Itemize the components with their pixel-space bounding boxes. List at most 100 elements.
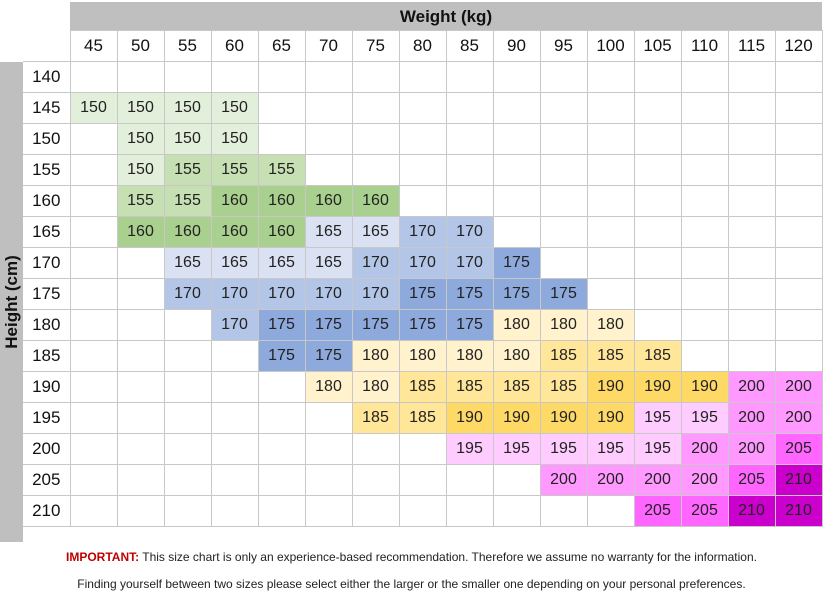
size-cell — [539, 247, 588, 279]
size-cell — [680, 92, 729, 124]
height-label: 155 — [23, 154, 71, 186]
size-cell: 185 — [492, 371, 541, 403]
size-cell: 205 — [633, 495, 682, 527]
size-cell — [586, 61, 635, 93]
size-cell — [210, 433, 259, 465]
size-cell: 200 — [727, 402, 776, 434]
important-text: This size chart is only an experience-ba… — [139, 550, 757, 564]
size-cell — [304, 464, 353, 496]
size-cell — [257, 464, 306, 496]
size-cell — [116, 340, 165, 372]
size-cell: 200 — [680, 464, 729, 496]
height-label: 165 — [23, 216, 71, 248]
weight-header: 95 — [539, 30, 588, 62]
size-cell — [492, 216, 541, 248]
weight-header: 120 — [774, 30, 823, 62]
size-cell: 160 — [351, 185, 400, 217]
weight-axis-title: Weight (kg) — [70, 2, 822, 30]
size-cell: 160 — [163, 216, 212, 248]
height-label: 160 — [23, 185, 71, 217]
size-cell — [492, 123, 541, 155]
size-cell — [774, 340, 823, 372]
size-cell: 150 — [116, 154, 165, 186]
size-cell — [727, 340, 776, 372]
size-cell — [680, 154, 729, 186]
weight-header: 85 — [445, 30, 494, 62]
size-cell — [304, 402, 353, 434]
height-label: 210 — [23, 495, 71, 527]
size-cell — [69, 185, 118, 217]
size-cell: 175 — [398, 278, 447, 310]
table-row: 165 160 160 160 160 165 165 170 170 — [23, 216, 823, 248]
size-cell — [539, 123, 588, 155]
size-cell — [774, 123, 823, 155]
size-cell — [539, 495, 588, 527]
weight-header: 100 — [586, 30, 635, 62]
table-row: 175 170 170 170 170 170 175 175 175 175 — [23, 278, 823, 310]
size-cell — [586, 185, 635, 217]
size-cell: 200 — [680, 433, 729, 465]
size-cell: 155 — [257, 154, 306, 186]
size-cell — [774, 92, 823, 124]
size-cell: 190 — [445, 402, 494, 434]
size-cell: 150 — [116, 92, 165, 124]
size-cell: 185 — [445, 371, 494, 403]
size-cell — [633, 216, 682, 248]
size-cell — [727, 61, 776, 93]
size-cell — [445, 185, 494, 217]
size-cell — [116, 247, 165, 279]
size-cell: 165 — [257, 247, 306, 279]
size-cell — [633, 123, 682, 155]
size-cell — [351, 92, 400, 124]
size-cell — [69, 309, 118, 341]
size-cell: 195 — [586, 433, 635, 465]
table-row: 200 195 195 195 195 195 200 200 205 — [23, 433, 823, 465]
size-cell: 175 — [398, 309, 447, 341]
size-cell: 160 — [257, 216, 306, 248]
size-cell — [774, 185, 823, 217]
size-cell: 175 — [539, 278, 588, 310]
height-label: 180 — [23, 309, 71, 341]
size-cell: 170 — [304, 278, 353, 310]
size-cell: 195 — [633, 402, 682, 434]
size-cell: 200 — [727, 433, 776, 465]
size-cell — [398, 92, 447, 124]
size-cell: 160 — [116, 216, 165, 248]
size-cell: 180 — [304, 371, 353, 403]
size-cell — [304, 495, 353, 527]
size-cell — [680, 309, 729, 341]
size-cell: 205 — [727, 464, 776, 496]
size-cell — [210, 495, 259, 527]
weight-header: 60 — [210, 30, 259, 62]
size-cell — [210, 61, 259, 93]
size-cell — [304, 433, 353, 465]
height-label: 190 — [23, 371, 71, 403]
size-cell — [633, 309, 682, 341]
table-row: 150 150 150 150 — [23, 123, 823, 155]
size-cell — [492, 61, 541, 93]
size-cell — [210, 464, 259, 496]
table-row: 155 150 155 155 155 — [23, 154, 823, 186]
size-cell: 180 — [398, 340, 447, 372]
size-cell — [69, 340, 118, 372]
size-cell: 190 — [492, 402, 541, 434]
size-cell — [69, 61, 118, 93]
size-cell — [445, 123, 494, 155]
size-cell: 170 — [163, 278, 212, 310]
size-cell: 150 — [210, 92, 259, 124]
size-cell: 150 — [210, 123, 259, 155]
size-cell — [586, 278, 635, 310]
size-cell — [398, 495, 447, 527]
size-cell: 200 — [633, 464, 682, 496]
height-label: 175 — [23, 278, 71, 310]
size-cell — [539, 61, 588, 93]
size-cell — [163, 61, 212, 93]
size-cell — [680, 216, 729, 248]
size-cell — [492, 154, 541, 186]
size-cell — [774, 216, 823, 248]
table-row: 140 — [23, 61, 823, 93]
size-cell: 185 — [539, 340, 588, 372]
size-cell: 180 — [351, 371, 400, 403]
size-cell — [680, 340, 729, 372]
height-label: 185 — [23, 340, 71, 372]
